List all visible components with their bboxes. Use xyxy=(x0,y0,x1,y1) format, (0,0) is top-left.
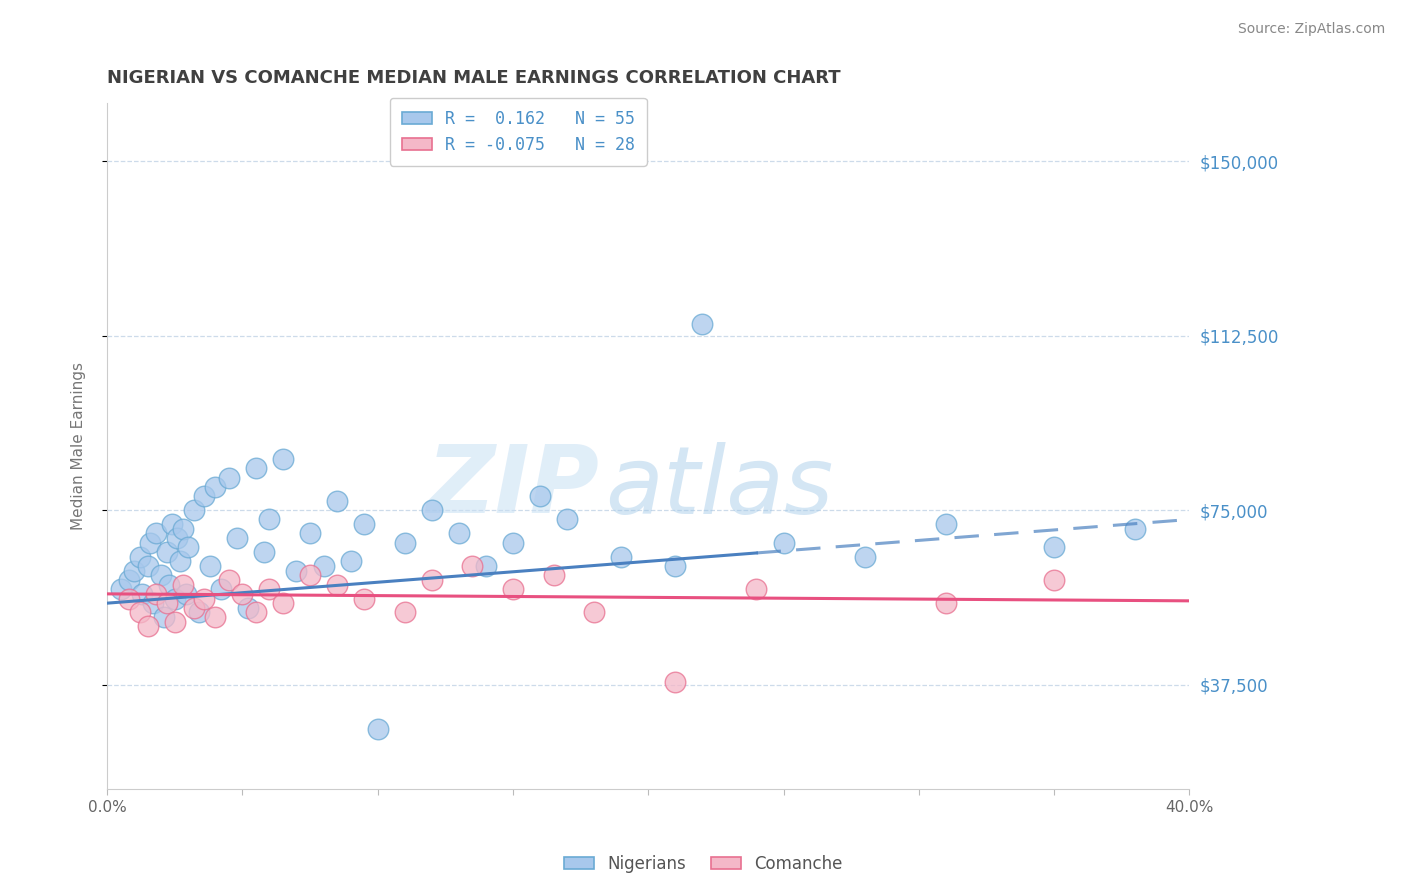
Point xyxy=(231,587,253,601)
Text: NIGERIAN VS COMANCHE MEDIAN MALE EARNINGS CORRELATION CHART: NIGERIAN VS COMANCHE MEDIAN MALE EARNING… xyxy=(107,69,841,87)
Point xyxy=(692,317,714,331)
Point xyxy=(447,526,470,541)
Text: Source: ZipAtlas.com: Source: ZipAtlas.com xyxy=(1237,22,1385,37)
Point xyxy=(543,568,565,582)
Point xyxy=(136,619,159,633)
Point xyxy=(110,582,132,597)
Point xyxy=(198,558,221,573)
Point xyxy=(209,582,232,597)
Point xyxy=(174,587,197,601)
Point xyxy=(259,512,281,526)
Point xyxy=(128,549,150,564)
Point xyxy=(1043,541,1066,555)
Text: ZIP: ZIP xyxy=(426,442,599,533)
Point xyxy=(122,564,145,578)
Point xyxy=(285,564,308,578)
Point xyxy=(394,535,416,549)
Point xyxy=(475,558,498,573)
Point xyxy=(136,558,159,573)
Point xyxy=(226,531,249,545)
Point xyxy=(853,549,876,564)
Point xyxy=(745,582,768,597)
Point xyxy=(1043,573,1066,587)
Point xyxy=(326,577,349,591)
Point xyxy=(664,675,686,690)
Point xyxy=(935,596,957,610)
Point xyxy=(157,577,180,591)
Point xyxy=(529,489,551,503)
Point xyxy=(183,600,205,615)
Text: atlas: atlas xyxy=(605,442,834,533)
Point xyxy=(172,577,194,591)
Legend: R =  0.162   N = 55, R = -0.075   N = 28: R = 0.162 N = 55, R = -0.075 N = 28 xyxy=(389,98,647,166)
Point xyxy=(394,606,416,620)
Point xyxy=(169,554,191,568)
Point xyxy=(367,722,389,736)
Point xyxy=(245,461,267,475)
Point xyxy=(193,489,215,503)
Point xyxy=(935,517,957,532)
Point xyxy=(353,517,375,532)
Point xyxy=(218,573,240,587)
Point xyxy=(193,591,215,606)
Point xyxy=(188,606,211,620)
Point xyxy=(183,503,205,517)
Point xyxy=(245,606,267,620)
Point xyxy=(177,541,200,555)
Point xyxy=(139,535,162,549)
Point xyxy=(420,573,443,587)
Point xyxy=(461,558,484,573)
Point xyxy=(145,587,167,601)
Point xyxy=(610,549,633,564)
Point xyxy=(353,591,375,606)
Point xyxy=(326,494,349,508)
Point xyxy=(298,568,321,582)
Point xyxy=(163,615,186,629)
Point xyxy=(502,582,524,597)
Point xyxy=(145,526,167,541)
Point xyxy=(118,573,141,587)
Point xyxy=(153,610,176,624)
Point xyxy=(298,526,321,541)
Point xyxy=(204,480,226,494)
Point xyxy=(142,596,165,610)
Point xyxy=(118,591,141,606)
Point xyxy=(1123,522,1146,536)
Point xyxy=(583,606,606,620)
Point xyxy=(155,545,177,559)
Legend: Nigerians, Comanche: Nigerians, Comanche xyxy=(557,848,849,880)
Point xyxy=(664,558,686,573)
Point xyxy=(128,606,150,620)
Point xyxy=(163,591,186,606)
Point xyxy=(218,470,240,484)
Point xyxy=(166,531,188,545)
Point xyxy=(555,512,578,526)
Point xyxy=(172,522,194,536)
Point xyxy=(772,535,794,549)
Point xyxy=(271,596,294,610)
Point xyxy=(312,558,335,573)
Point xyxy=(271,452,294,467)
Point xyxy=(204,610,226,624)
Point xyxy=(236,600,259,615)
Y-axis label: Median Male Earnings: Median Male Earnings xyxy=(72,362,86,530)
Point xyxy=(131,587,153,601)
Point xyxy=(259,582,281,597)
Point xyxy=(420,503,443,517)
Point xyxy=(160,517,183,532)
Point xyxy=(502,535,524,549)
Point xyxy=(155,596,177,610)
Point xyxy=(339,554,361,568)
Point xyxy=(253,545,276,559)
Point xyxy=(150,568,173,582)
